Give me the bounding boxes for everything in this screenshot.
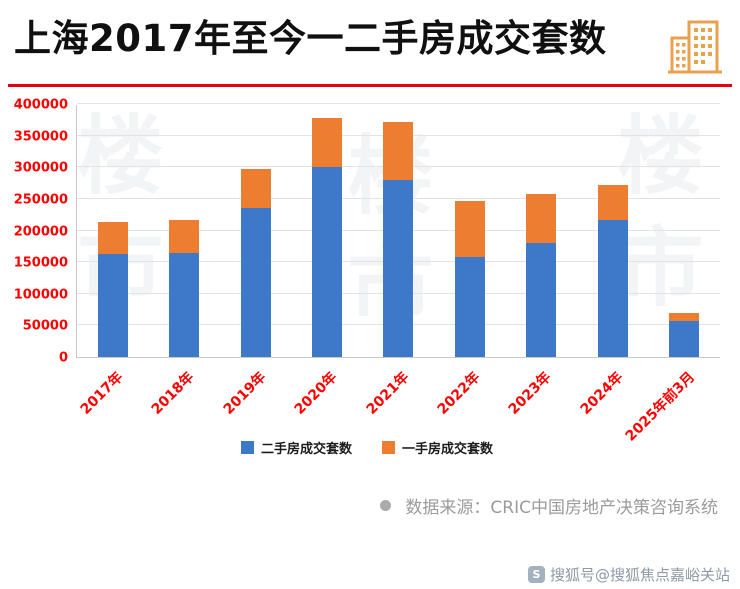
legend-label-newhome: 一手房成交套数 [402, 442, 494, 457]
x-axis-label: 2017年 [77, 369, 127, 418]
stacked-bar[interactable] [97, 222, 128, 357]
stacked-bar[interactable] [669, 312, 700, 357]
x-axis-label: 2021年 [363, 369, 412, 418]
bar-segment-secondhand[interactable] [526, 243, 557, 357]
stacked-bar[interactable] [312, 117, 343, 357]
bar-segment-secondhand[interactable] [169, 252, 200, 357]
bar-segment-secondhand[interactable] [312, 167, 343, 357]
plot-row: 0 50000 100000 150000 200000 250000 300000 3500… [13, 98, 720, 445]
bullet-dot-icon [380, 500, 392, 511]
stacked-bar[interactable] [526, 193, 557, 357]
stacked-bar[interactable] [169, 219, 200, 357]
legend-item-newhome[interactable]: 一手房成交套数 [382, 438, 493, 457]
bar-segment-secondhand[interactable] [240, 207, 271, 357]
stacked-bar[interactable] [454, 201, 485, 357]
plot-area: 2017年 2018年 2019年 2020年 2021年 2022年 2023年 2024年… [76, 103, 720, 445]
y-tick-label: 200000 [13, 224, 68, 239]
y-tick-label: 250000 [13, 192, 68, 208]
x-axis-label: 2019年 [220, 369, 270, 418]
title-underline [8, 84, 732, 87]
gridline [77, 103, 720, 104]
bar-column: 2024年 [577, 105, 648, 418]
y-axis: 0 50000 100000 150000 200000 250000 300000 3500… [13, 98, 76, 366]
legend-swatch-secondhand-icon [240, 441, 254, 454]
stacked-bar[interactable] [597, 184, 628, 357]
y-tick-label: 50000 [22, 318, 68, 334]
bar-segment-newhome[interactable] [669, 312, 700, 321]
bar-column: 2021年 [363, 105, 434, 418]
bar-segment-newhome[interactable] [312, 117, 343, 168]
y-tick-label: 0 [58, 350, 68, 366]
x-axis-label: 2025年前3月 [622, 369, 698, 445]
bar-column: 2019年 [220, 105, 291, 418]
page-title: 上海2017年至今一二手房成交套数 [14, 17, 607, 60]
bar-segment-secondhand[interactable] [383, 179, 414, 357]
sohu-icon: S [527, 566, 545, 583]
y-tick-label: 350000 [13, 129, 68, 145]
bar-segment-newhome[interactable] [454, 201, 485, 258]
stacked-bar[interactable] [240, 168, 271, 357]
x-axis-label: 2020年 [291, 369, 341, 418]
bar-column: 2018年 [148, 105, 219, 418]
bar-segment-secondhand[interactable] [669, 320, 700, 357]
bar-segment-newhome[interactable] [526, 193, 557, 244]
buildings-icon [664, 16, 726, 82]
x-axis-label: 2022年 [434, 369, 484, 418]
stacked-bar-chart: 0 50000 100000 150000 200000 250000 300000 3500… [0, 87, 740, 457]
header: 上海2017年至今一二手房成交套数 [0, 0, 740, 84]
legend: 二手房成交套数 一手房成交套数 [14, 438, 720, 457]
bar-segment-newhome[interactable] [97, 222, 128, 254]
bar-column: 2017年 [77, 105, 148, 418]
bar-segment-secondhand[interactable] [454, 257, 485, 357]
legend-item-secondhand[interactable]: 二手房成交套数 [240, 438, 352, 457]
x-axis-label: 2024年 [577, 369, 627, 418]
y-tick-label: 400000 [13, 97, 68, 113]
bar-segment-newhome[interactable] [240, 168, 271, 208]
bar-column: 2022年 [434, 105, 505, 418]
bar-segment-secondhand[interactable] [597, 220, 628, 357]
x-axis-label: 2023年 [506, 369, 555, 418]
sohu-attribution-text: 搜狐号@搜狐焦点嘉峪关站 [549, 566, 730, 584]
bar-column: 2023年 [506, 105, 577, 418]
y-tick-label: 150000 [13, 255, 68, 271]
y-tick-label: 300000 [13, 160, 68, 176]
bar-column: 2025年前3月 [622, 105, 720, 445]
bar-column: 2020年 [291, 105, 362, 418]
data-source-text: 数据来源：CRIC中国房地产决策咨询系统 [405, 498, 718, 518]
bar-segment-newhome[interactable] [597, 184, 628, 221]
y-tick-label: 100000 [13, 287, 68, 303]
legend-label-secondhand: 二手房成交套数 [260, 442, 352, 457]
sohu-attribution: S 搜狐号@搜狐焦点嘉峪关站 [527, 564, 730, 585]
legend-swatch-newhome-icon [382, 441, 395, 454]
bar-segment-newhome[interactable] [169, 219, 200, 253]
bar-segment-secondhand[interactable] [97, 253, 128, 357]
bar-segment-newhome[interactable] [383, 121, 414, 180]
stacked-bar[interactable] [383, 121, 414, 357]
x-axis-label: 2018年 [148, 369, 198, 418]
footer: 数据来源：CRIC中国房地产决策咨询系统 [0, 493, 740, 518]
